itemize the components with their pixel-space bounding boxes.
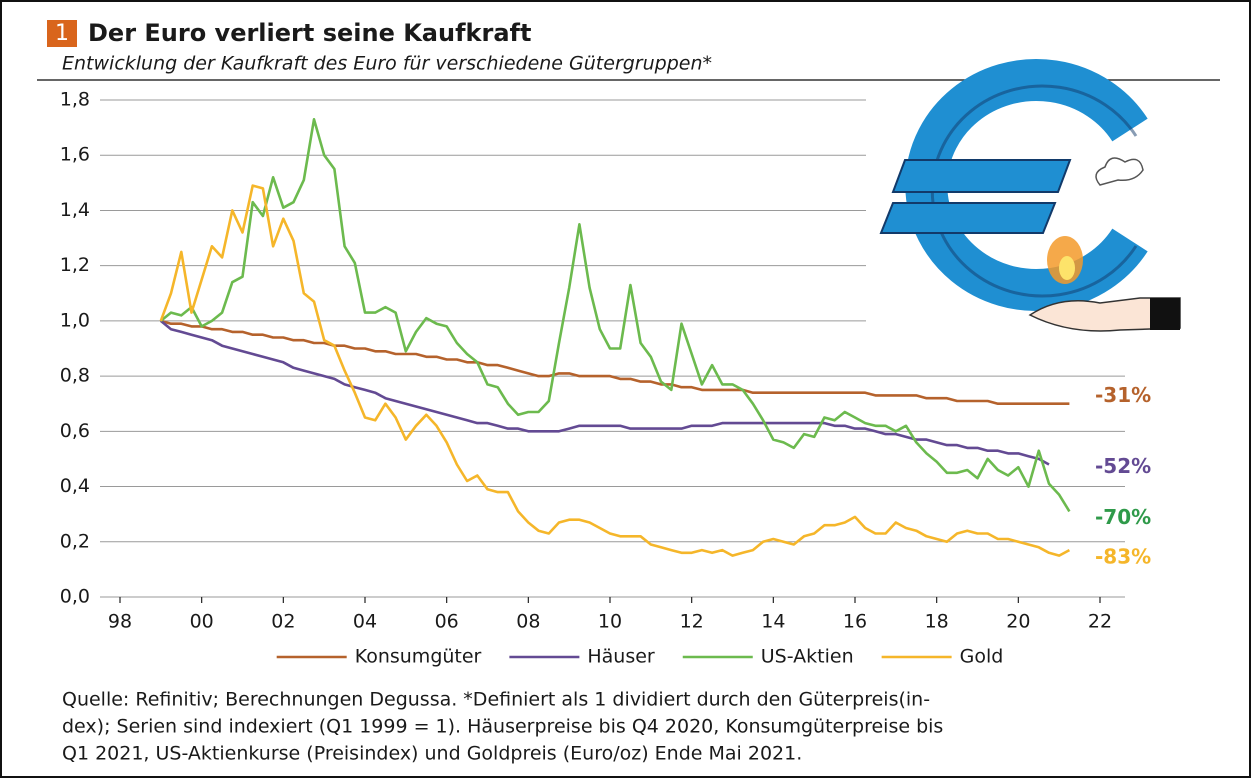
- y-tick-label: 1,2: [60, 254, 90, 276]
- series-line: [159, 319, 1050, 466]
- x-tick-label: 10: [598, 611, 622, 633]
- legend-label: US-Aktien: [761, 646, 854, 668]
- x-tick-label: 08: [516, 611, 540, 633]
- y-tick-label: 0,0: [60, 586, 90, 608]
- y-tick-label: 0,8: [60, 365, 90, 387]
- legend-label: Konsumgüter: [355, 646, 482, 668]
- flame-core: [1059, 256, 1075, 280]
- smoke: [1095, 157, 1144, 186]
- chart-subtitle: Entwicklung der Kaufkraft des Euro für v…: [62, 53, 712, 75]
- end-label: -52%: [1095, 454, 1151, 478]
- y-tick-label: 1,4: [60, 199, 90, 221]
- series-line: [159, 118, 1071, 513]
- chart-title: Der Euro verliert seine Kaufkraft: [88, 19, 531, 47]
- y-tick-label: 1,8: [60, 89, 90, 111]
- y-tick-label: 0,6: [60, 420, 90, 442]
- x-tick-label: 00: [190, 611, 214, 633]
- euro-bar: [891, 159, 1072, 193]
- y-tick-label: 1,0: [60, 309, 90, 331]
- series-line: [159, 184, 1071, 557]
- end-label: -83%: [1095, 545, 1151, 569]
- overlay: -31% -52% -70% -83% Konsumgüter Häuser US-Akti…: [62, 383, 1151, 764]
- series-line: [160, 319, 1070, 405]
- legend-label: Gold: [960, 646, 1004, 668]
- plot-area: 0,0 0,2 0,4 0,6 0,8 1,0 1,2 1,4 1,6 1,8 98 00 02 04 06…: [60, 89, 1125, 633]
- x-tick-label: 20: [1006, 611, 1030, 633]
- x-tick-label: 18: [925, 611, 949, 633]
- x-tick-label: 22: [1088, 611, 1112, 633]
- footnote: Q1 2021, US-Aktienkurse (Preisindex) und…: [62, 743, 802, 765]
- x-tick-label: 02: [271, 611, 295, 633]
- badge: [47, 20, 77, 47]
- x-tick-label: 16: [843, 611, 867, 633]
- x-tick-label: 06: [435, 611, 459, 633]
- x-tick-label: 04: [353, 611, 377, 633]
- y-tick-label: 0,2: [60, 530, 90, 552]
- y-tick-label: 0,4: [60, 475, 90, 497]
- euro-bar: [879, 202, 1057, 234]
- badge-number: 1: [55, 21, 69, 46]
- x-tick-label: 14: [761, 611, 785, 633]
- footnote: Quelle: Refinitiv; Berechnungen Degussa.…: [62, 689, 930, 711]
- sleeve: [1150, 298, 1180, 330]
- footnote: dex); Serien sind indexiert (Q1 1999 = 1…: [62, 716, 943, 738]
- end-label: -31%: [1095, 383, 1151, 407]
- x-tick-label: 12: [680, 611, 704, 633]
- y-tick-label: 1,6: [60, 144, 90, 166]
- x-tick-label: 98: [108, 611, 132, 633]
- legend-label: Häuser: [587, 646, 655, 668]
- end-label: -70%: [1095, 505, 1151, 529]
- euro-illustration: [866, 59, 1181, 341]
